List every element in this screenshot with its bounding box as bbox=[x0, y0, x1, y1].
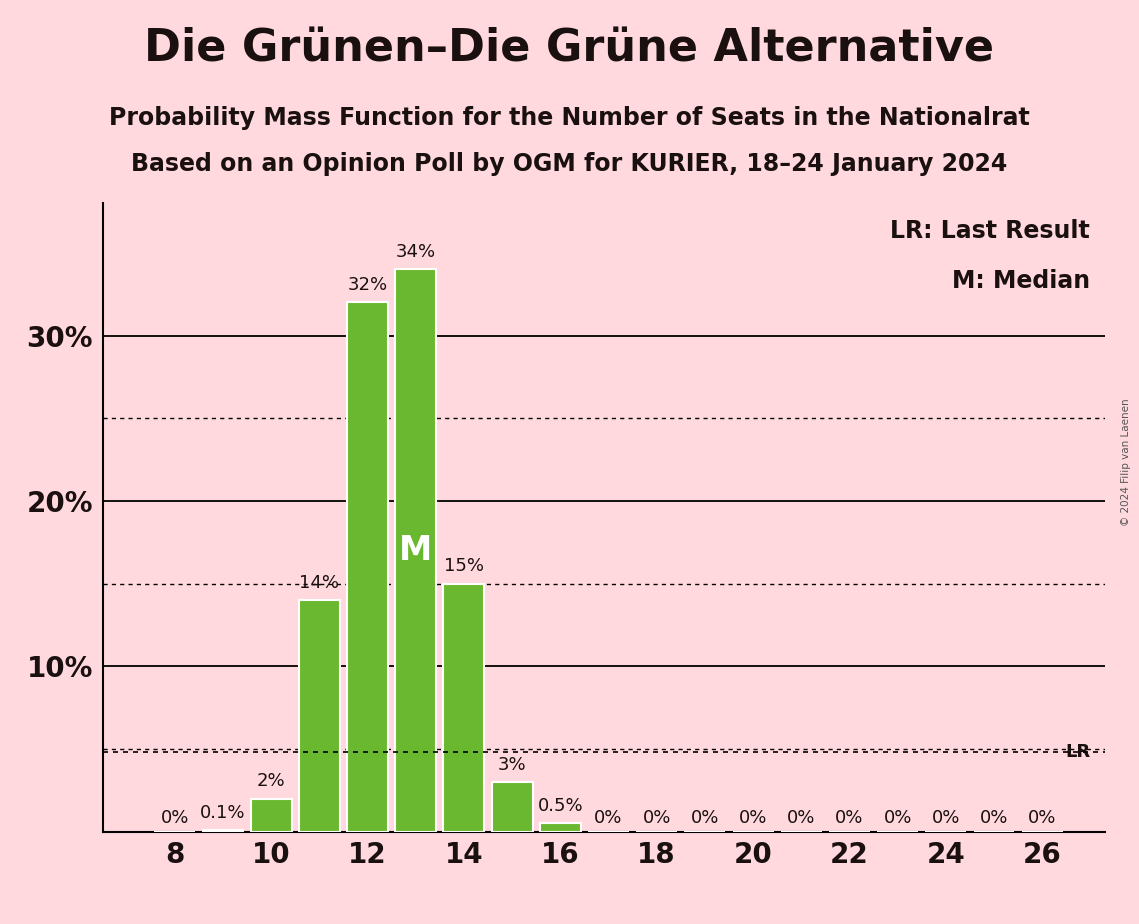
Text: 0%: 0% bbox=[642, 808, 671, 827]
Text: Die Grünen–Die Grüne Alternative: Die Grünen–Die Grüne Alternative bbox=[145, 28, 994, 71]
Bar bbox=[347, 302, 388, 832]
Bar bbox=[492, 782, 533, 832]
Text: 15%: 15% bbox=[444, 557, 484, 576]
Text: 0%: 0% bbox=[884, 808, 912, 827]
Text: LR: LR bbox=[1065, 743, 1090, 761]
Text: 0%: 0% bbox=[1029, 808, 1056, 827]
Text: 32%: 32% bbox=[347, 276, 387, 294]
Text: 0%: 0% bbox=[787, 808, 816, 827]
Text: M: M bbox=[399, 534, 433, 567]
Text: Based on an Opinion Poll by OGM for KURIER, 18–24 January 2024: Based on an Opinion Poll by OGM for KURI… bbox=[131, 152, 1008, 176]
Bar bbox=[540, 823, 581, 832]
Text: 0%: 0% bbox=[161, 808, 189, 827]
Bar bbox=[443, 584, 484, 832]
Text: Probability Mass Function for the Number of Seats in the Nationalrat: Probability Mass Function for the Number… bbox=[109, 106, 1030, 130]
Text: 0%: 0% bbox=[980, 808, 1008, 827]
Text: 0%: 0% bbox=[932, 808, 960, 827]
Text: 0.5%: 0.5% bbox=[538, 797, 583, 815]
Bar bbox=[203, 830, 244, 832]
Bar bbox=[298, 600, 339, 832]
Text: 34%: 34% bbox=[395, 243, 436, 261]
Bar bbox=[251, 798, 292, 832]
Text: 14%: 14% bbox=[300, 574, 339, 592]
Text: 0%: 0% bbox=[595, 808, 623, 827]
Text: M: Median: M: Median bbox=[952, 269, 1090, 293]
Text: © 2024 Filip van Laenen: © 2024 Filip van Laenen bbox=[1121, 398, 1131, 526]
Text: 2%: 2% bbox=[257, 772, 286, 790]
Text: 0%: 0% bbox=[739, 808, 768, 827]
Text: 0.1%: 0.1% bbox=[200, 804, 246, 821]
Text: 0%: 0% bbox=[835, 808, 863, 827]
Text: LR: Last Result: LR: Last Result bbox=[890, 219, 1090, 243]
Text: 0%: 0% bbox=[690, 808, 719, 827]
Bar bbox=[395, 270, 436, 832]
Text: 3%: 3% bbox=[498, 756, 526, 773]
